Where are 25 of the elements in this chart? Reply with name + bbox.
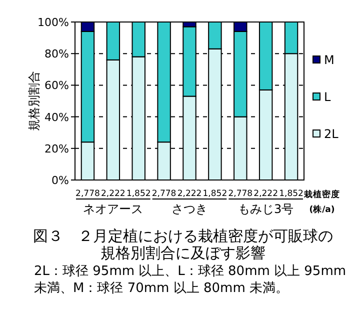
x-tick-label: 1,852 bbox=[202, 189, 228, 199]
x-tick-label: 2,222 bbox=[100, 189, 126, 199]
text: ネオアース bbox=[83, 202, 144, 216]
legend-label: L bbox=[324, 90, 331, 104]
x-tick-label: 2,778 bbox=[152, 189, 176, 199]
y-tick-label: 20% bbox=[44, 142, 69, 156]
x-tick-label: 1,852 bbox=[279, 189, 304, 199]
y-axis-title: 規格別割合 bbox=[27, 71, 41, 131]
x-tick-label: 2,778 bbox=[228, 189, 253, 199]
y-tick-label: 40% bbox=[44, 110, 69, 124]
legend-label: M bbox=[324, 53, 334, 67]
y-tick-label: 80% bbox=[44, 48, 69, 61]
text: さつき bbox=[172, 202, 208, 216]
text: もみじ3号 bbox=[238, 202, 294, 216]
legend-label: 2L bbox=[324, 127, 339, 141]
x-axis-title: 栽植密度(株/a) bbox=[303, 189, 340, 215]
y-tick-label: 60% bbox=[44, 79, 69, 92]
x-tick-label: 2,778 bbox=[76, 189, 100, 199]
x-tick-label: 2,222 bbox=[254, 189, 278, 199]
text: 2L：球径 95mm 以上、L：球径 80mm 以上 95mm 未満、M：球径 70mm 以上 80mm 未満。 bbox=[33, 263, 348, 297]
x-tick-label: 1,852 bbox=[126, 189, 151, 199]
text: 図３ ２月定植における栽植密度が可販球の規格別割合に及ぼす影響 bbox=[32, 227, 334, 262]
x-tick-label: 2,222 bbox=[177, 189, 202, 199]
y-tick-label: 0% bbox=[52, 174, 69, 187]
y-tick-label: 100% bbox=[38, 16, 69, 29]
